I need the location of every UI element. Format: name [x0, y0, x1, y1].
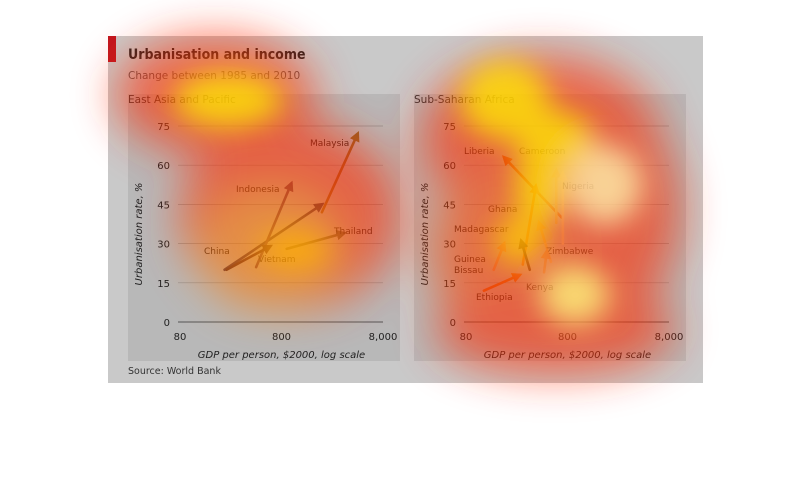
series-label: Cameroon	[519, 147, 565, 157]
y-tick-label: 30	[157, 240, 170, 251]
series-label: Zimbabwe	[546, 247, 594, 257]
series-label: Thailand	[333, 227, 373, 237]
x-tick-label: 800	[272, 332, 291, 343]
y-tick-label: 60	[443, 161, 456, 172]
series-arrow-guinea-bissau	[492, 240, 507, 272]
y-tick-label: 60	[157, 161, 170, 172]
x-tick-label: 8,000	[369, 332, 398, 343]
y-axis-label: Urbanisation rate, %	[134, 183, 145, 286]
chart-svg-east-asia: 0 15 30 45 60 75 80 800 8,000 GDP per person, $20…	[134, 122, 398, 361]
series-label: Kenya	[526, 283, 554, 293]
panel-sub-saharan-africa: Sub-Saharan Africa 0 15 30 45 60 75 80 800 8,000…	[414, 94, 686, 361]
series-label: China	[204, 247, 230, 257]
y-tick-label: 30	[443, 240, 456, 251]
y-tick-label: 15	[157, 279, 170, 290]
x-tick-label: 800	[558, 332, 577, 343]
series-label: Malaysia	[310, 139, 349, 149]
series-label: Nigeria	[562, 182, 594, 192]
y-tick-label: 0	[450, 318, 456, 329]
chart-svg-sub-saharan-africa: 0 15 30 45 60 75 80 800 8,000 GDP per person, $20…	[420, 122, 684, 361]
y-tick-label: 45	[443, 200, 456, 211]
y-tick-label: 75	[443, 122, 456, 133]
y-tick-label: 45	[157, 200, 170, 211]
chart-figure: Urbanisation and income Change between 1…	[108, 36, 703, 383]
accent-bar	[108, 36, 116, 62]
x-tick-label: 80	[174, 332, 187, 343]
y-tick-label: 0	[164, 318, 170, 329]
series-label: Ghana	[488, 205, 517, 215]
chart-title: Urbanisation and income	[128, 47, 306, 63]
x-axis-label: GDP per person, $2000, log scale	[198, 350, 365, 361]
series-label: Vietnam	[258, 255, 296, 265]
chart-subtitle: Change between 1985 and 2010	[128, 70, 301, 82]
y-tick-label: 15	[443, 279, 456, 290]
x-axis-label: GDP per person, $2000, log scale	[484, 350, 651, 361]
series-label: Liberia	[464, 147, 494, 157]
x-tick-label: 8,000	[655, 332, 684, 343]
y-tick-label: 75	[157, 122, 170, 133]
series-label: Indonesia	[236, 185, 280, 195]
panel-east-asia: East Asia and Pacific 0 15 30 45 60 75 80 800 8,…	[128, 94, 400, 361]
y-axis-label: Urbanisation rate, %	[420, 183, 431, 286]
series-arrow-kenya	[540, 248, 551, 274]
x-tick-label: 80	[460, 332, 473, 343]
series-label: Guinea Bissau	[454, 255, 486, 276]
series-label: Ethiopia	[476, 293, 513, 303]
series-label: Madagascar	[454, 225, 509, 235]
source-note: Source: World Bank	[128, 366, 221, 377]
